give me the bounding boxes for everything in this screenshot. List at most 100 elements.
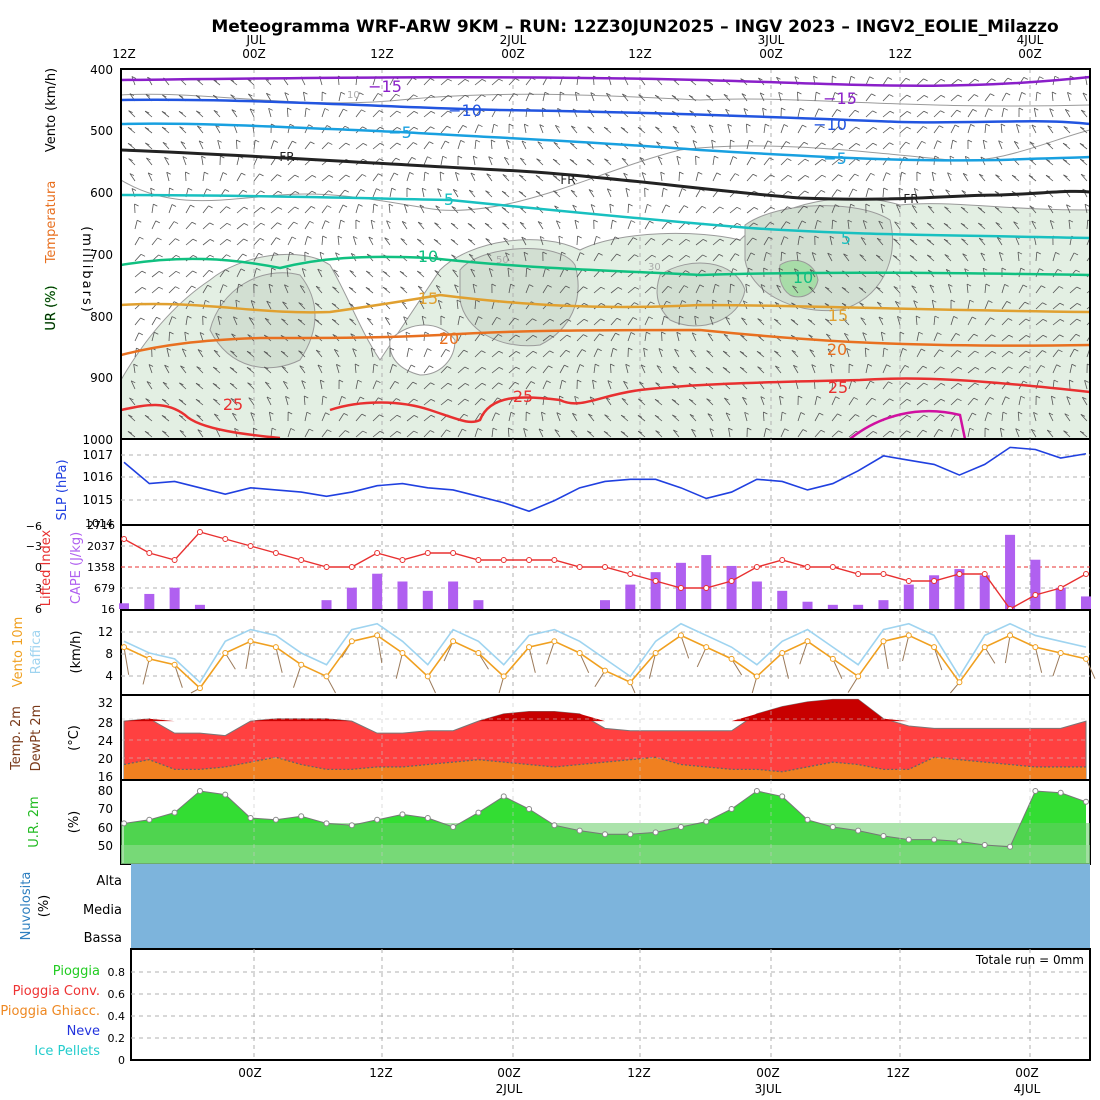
wind-barb-tick [424,171,430,175]
wind-barb-tick [674,348,679,352]
wind-barb-tick [253,283,258,287]
wind-barb-tick [354,363,360,367]
wind-barb-tick [566,302,571,306]
wind-barb [1001,318,1009,326]
wind-barb [961,238,969,246]
wind-barb-tick [332,286,337,290]
wind-barb-tick [182,156,188,159]
wind-barb-tick [367,317,372,321]
wind-barb-tick [440,315,446,319]
wind-barb [491,93,499,102]
wind-barb-tick [394,381,399,384]
wind-barb-tick [690,125,696,128]
wind-barb [368,236,374,246]
rh-label-30: 30 [648,262,661,273]
wind-barb-tick [217,139,222,143]
wind-barb [893,238,901,246]
wind-barb [882,398,890,406]
wind-barb [488,156,493,166]
wind-barb-tick [991,366,997,370]
wind-barb-tick [536,158,541,162]
wind-arrow [546,641,555,665]
wind-barb [321,108,326,118]
rh-point [779,793,786,800]
wind-barb [860,317,867,326]
wind-barb-tick [752,237,757,241]
wind-barb-tick [220,299,225,303]
cape-bar [701,555,712,609]
wind-barb [676,156,680,166]
wind-barb-tick [768,236,773,240]
wind-barb-tick [396,127,402,130]
rh-point [450,824,457,830]
wind-barb [995,222,1003,230]
wind-barb [134,287,143,294]
isotherm-label-25b: 25 [513,387,533,406]
wind-barb-tick [689,413,695,417]
wind-barb [1029,141,1037,150]
wind-barb-tick [277,190,283,194]
wind-barb-tick [800,412,806,415]
wind-barb [537,221,544,230]
wind-barb-tick [392,364,397,367]
wind-barb [899,415,908,422]
wind-barb [1080,173,1088,182]
wind-barb-tick [897,316,902,319]
wind-barb-tick [141,270,147,274]
wind-barb-tick [327,205,332,209]
wind-barb-tick [402,221,407,224]
wind-barb [508,78,516,86]
wind-barb-tick [723,333,729,337]
wind-barb-tick [209,239,215,242]
wind-barb [605,397,612,406]
wind-barb-tick [995,174,1000,178]
wind-barb-tick [870,172,875,176]
wind-barb-tick [954,428,959,432]
wind-barb [931,172,935,182]
wind-barb [658,348,663,358]
wind-barb-tick [539,236,545,239]
wind-barb-tick [672,365,678,369]
wind-barb [213,413,221,422]
wind-barb-tick [911,285,916,289]
wind-barb-tick [1024,301,1029,305]
wind-barb [1086,219,1089,230]
wind-barb [916,95,925,102]
wind-barb [542,365,549,374]
wind-barb [1013,221,1020,230]
wind-barb [556,220,561,230]
wind-barb-tick [957,383,963,386]
wind-barb-tick [964,268,969,272]
wind-barb [539,124,544,134]
wind-barb-tick [748,267,753,271]
wind-barb-tick [730,283,735,287]
wind-barb-tick [838,126,843,129]
wind-barb [338,204,344,214]
wind-barb-tick [695,155,700,159]
ylabel-pressure: (millibars) [79,226,94,314]
wind-barb-tick [906,94,911,98]
wind-point [247,638,254,645]
wind-barb [950,79,959,86]
wind-barb-tick [841,302,847,306]
rh-point [551,822,558,829]
pressure-tick-500: 500 [90,124,113,138]
wind-barb-tick [854,109,860,113]
wind-barb [419,300,425,310]
wind-barb-tick [1025,335,1031,338]
wind-barb-tick [333,269,338,273]
wind-barb-tick [887,77,893,80]
wind-barb-tick [304,251,310,255]
wind-barb [865,142,874,150]
wind-barb [384,237,391,246]
wind-barb [678,239,687,246]
wind-barb [337,236,340,246]
wind-barb-tick [859,302,864,306]
wind-barb-tick [820,125,825,129]
wind-barb-tick [759,92,765,96]
wind-barb [724,397,731,406]
wind-barb-tick [1042,318,1048,322]
wind-barb [933,95,942,102]
wind-barb-tick [632,317,638,320]
wind-barb-tick [767,140,772,144]
